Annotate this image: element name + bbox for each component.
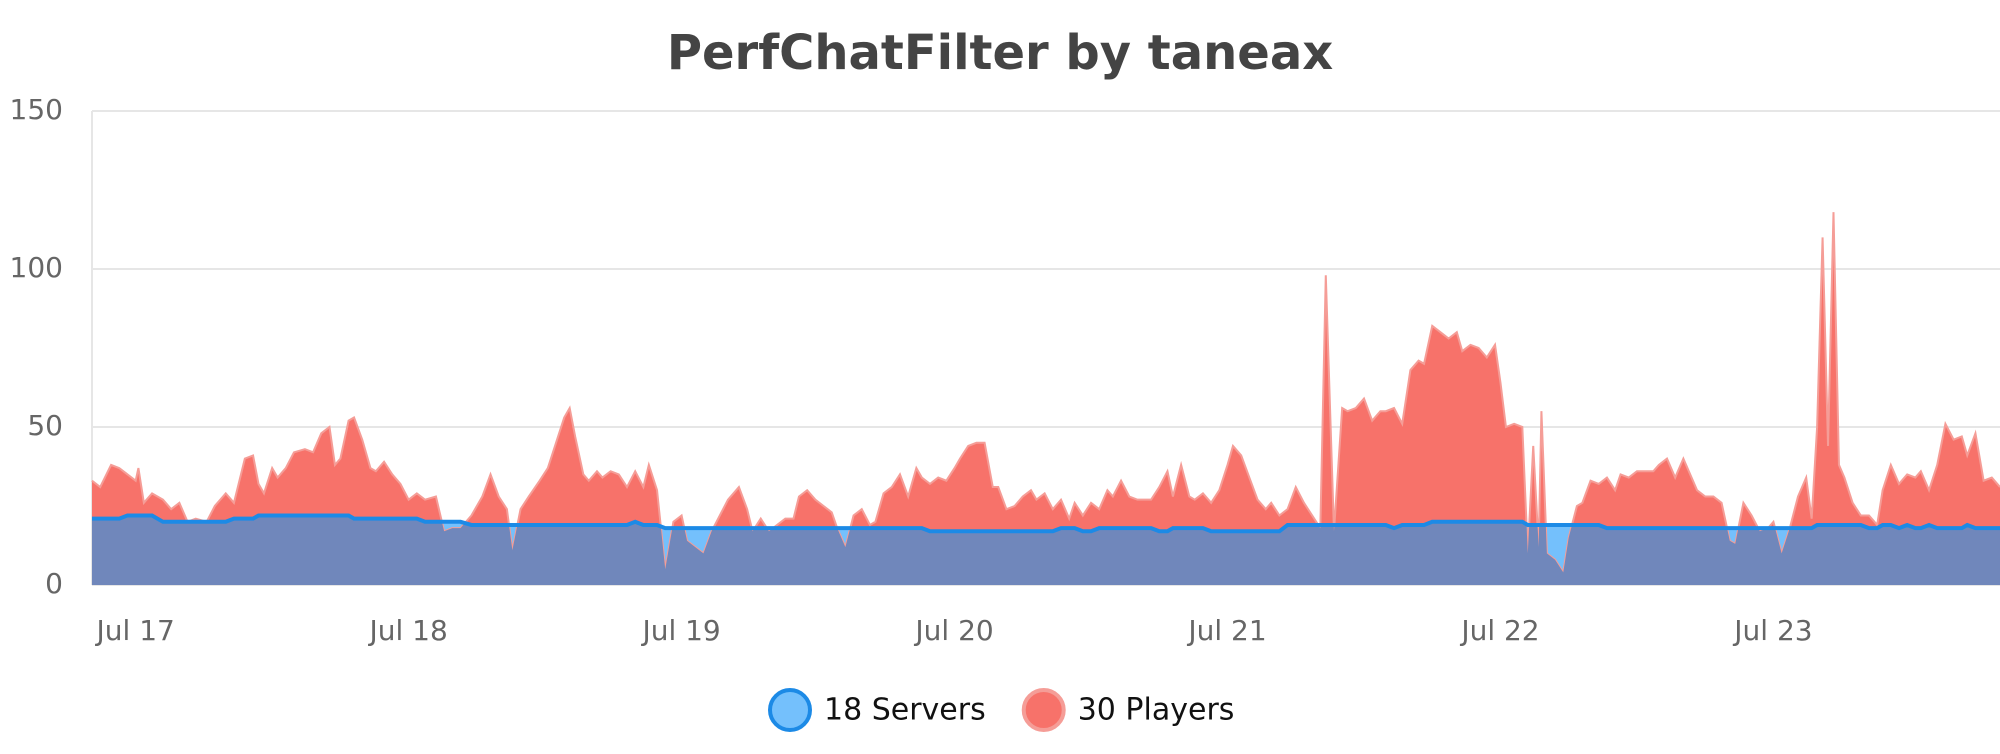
legend-marker [1021, 688, 1066, 732]
area-line [92, 513, 2000, 534]
x-tick-label: Jul 18 [367, 614, 447, 647]
area [92, 212, 2000, 585]
x-tick-label: Jul 19 [640, 614, 720, 647]
y-tick-label: 50 [27, 409, 63, 442]
x-tick-label: Jul 17 [95, 614, 175, 647]
x-tick-label: Jul 23 [1732, 614, 1812, 647]
legend-marker [768, 688, 812, 732]
x-tick-label: Jul 20 [913, 614, 993, 647]
legend-label: 18 Servers [824, 693, 986, 728]
y-tick-label: 100 [10, 251, 63, 284]
x-tick-label: Jul 21 [1186, 614, 1266, 647]
legend-label: 30 Players [1078, 693, 1235, 728]
x-tick-label: Jul 22 [1459, 614, 1539, 647]
area-overlap [92, 515, 2000, 585]
area-line [91, 212, 2000, 576]
chart-title: PerfChatFilter by taneax [667, 25, 1333, 81]
y-tick-label: 0 [45, 567, 63, 600]
y-tick-label: 150 [10, 93, 63, 126]
